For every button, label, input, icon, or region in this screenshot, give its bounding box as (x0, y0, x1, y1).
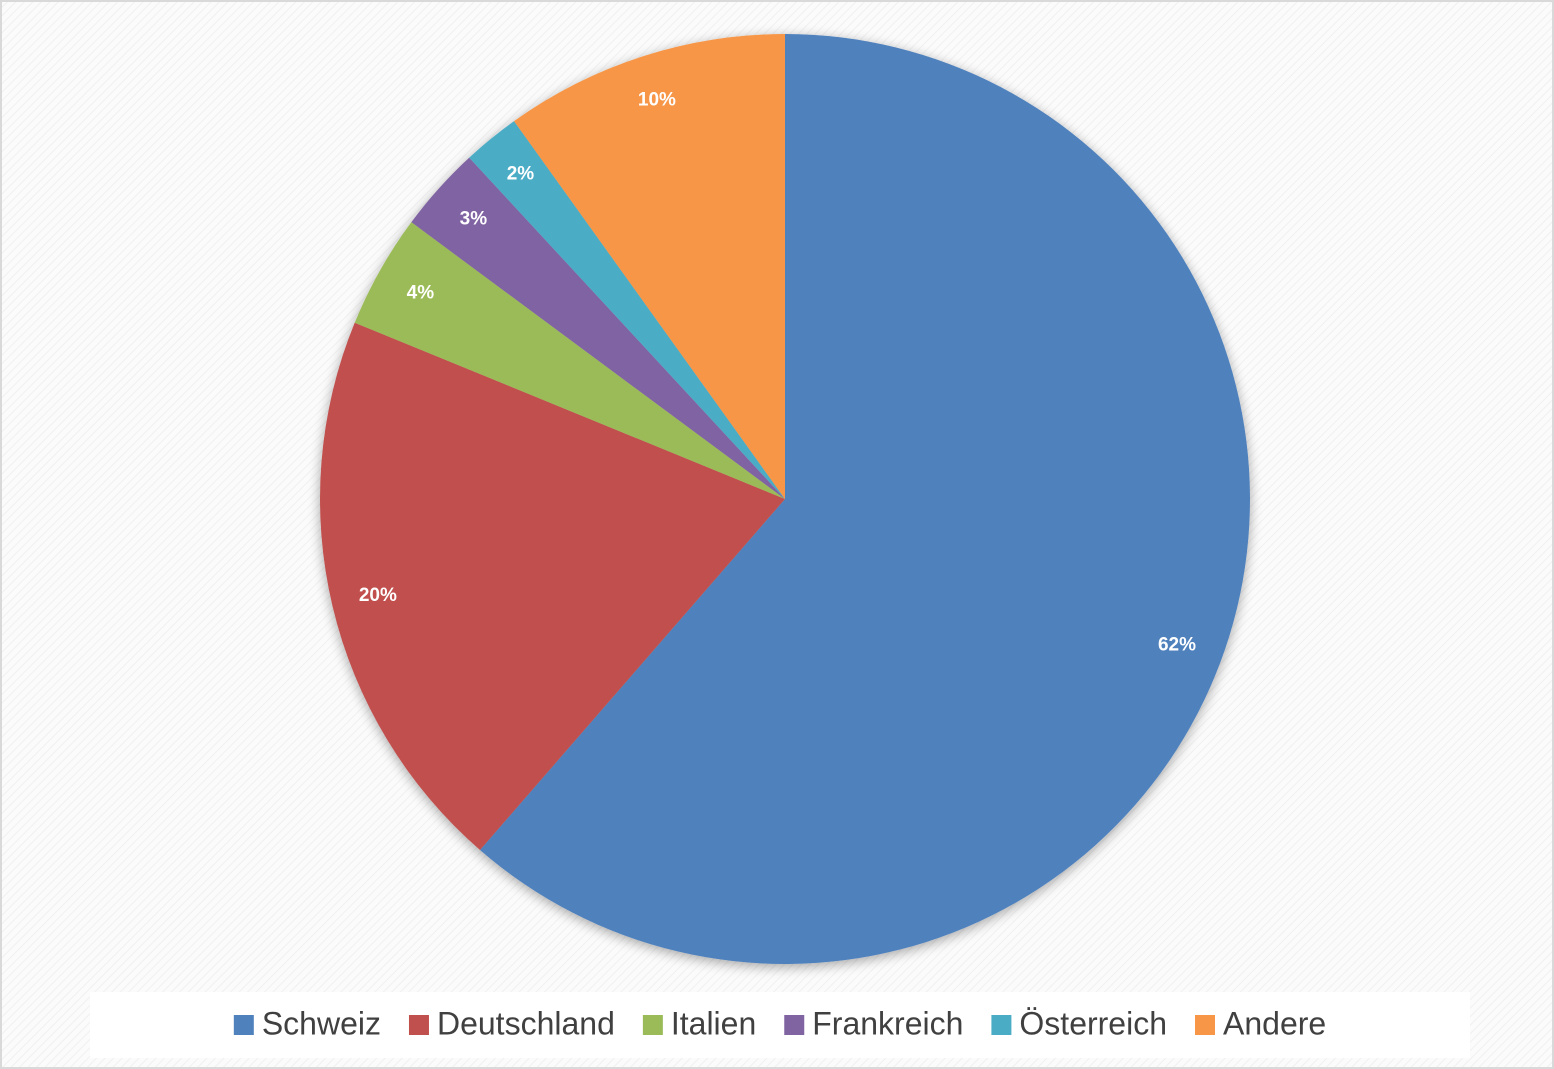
pie (320, 34, 1251, 964)
legend-swatch (784, 1015, 805, 1035)
pie-slice (514, 34, 785, 499)
legend-label: Deutschland (437, 1005, 615, 1041)
legend-background (90, 992, 1470, 1058)
legend-swatch (991, 1015, 1012, 1035)
pie-slice (479, 34, 1251, 964)
data-label: 2% (507, 164, 535, 185)
legend-label: Österreich (1019, 1005, 1167, 1041)
legend-swatch (1195, 1015, 1215, 1035)
data-label: 3% (460, 209, 488, 230)
legend-label: Frankreich (812, 1005, 963, 1041)
data-label: 62% (1158, 635, 1196, 656)
data-label: 10% (638, 90, 676, 111)
pie-slice (469, 121, 785, 499)
legend-swatch (408, 1015, 429, 1035)
legend-label: Italien (671, 1005, 756, 1041)
legend-label: Andere (1223, 1005, 1326, 1041)
data-label: 4% (407, 283, 435, 304)
legend-swatch (642, 1015, 663, 1035)
pie-slice (354, 222, 785, 499)
pie-slice (320, 322, 785, 850)
pie-slice (411, 157, 785, 499)
legend-label: Schweiz (262, 1005, 381, 1041)
data-label: 20% (359, 585, 397, 606)
legend-swatch (233, 1015, 254, 1035)
